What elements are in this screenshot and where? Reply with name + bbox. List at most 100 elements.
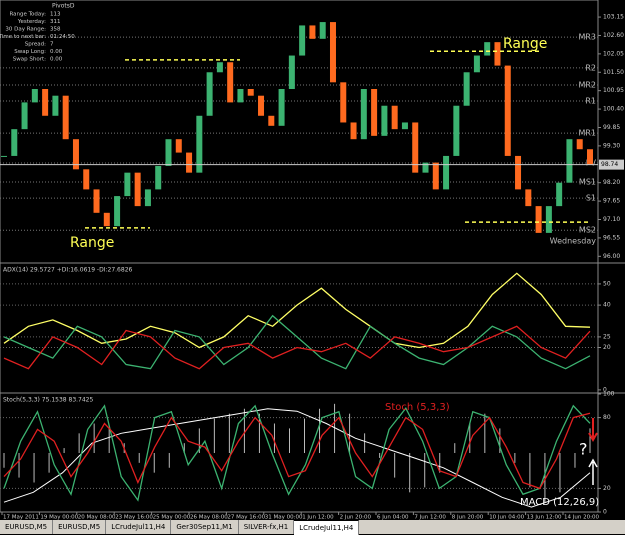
stoch-line (3, 404, 591, 502)
x-tick-label: 10 Jun 04:00 (489, 515, 524, 521)
candle (381, 105, 388, 136)
range-label: Range (70, 235, 114, 251)
info-key: Spread: (25, 42, 46, 48)
x-tick-label: 27 May 16:00 (227, 515, 265, 521)
info-value: 0.00 (50, 57, 63, 63)
info-value: 311 (50, 19, 61, 25)
chart-tab[interactable]: LCrudeJul11,H4 (106, 520, 172, 534)
x-tick-label: 26 May 08:00 (190, 515, 228, 521)
question-mark: ? (579, 440, 588, 459)
candle (1, 155, 7, 157)
x-tick-label: 13 Jun 12:00 (527, 515, 562, 521)
y-tick-label: 80 (603, 414, 611, 421)
candle (165, 139, 172, 166)
pivot-label: MS1 (579, 178, 596, 187)
current-price-label: 98.74 (601, 161, 618, 168)
candle (556, 182, 563, 207)
candle (473, 55, 480, 73)
candle (319, 22, 326, 39)
candle (247, 89, 254, 96)
info-value: 358 (50, 27, 61, 33)
y-tick-label: 25 (603, 333, 611, 340)
info-value: 0.00 (50, 49, 63, 55)
x-tick-label: 17 May 2011 (3, 515, 39, 521)
candle (484, 42, 491, 56)
x-tick-label: 25 May 00:00 (153, 515, 191, 521)
pivot-label: MR2 (578, 80, 596, 89)
candle (196, 115, 203, 173)
chart-tab[interactable]: EURUSD,M5 (0, 520, 54, 534)
candle (494, 42, 501, 66)
candle (52, 95, 59, 116)
candle (72, 139, 79, 170)
tab-bar: EURUSD,M5 EURUSD,M5 LCrudeJul11,H4 Ger30Sep… (0, 520, 625, 535)
candle (463, 72, 470, 106)
candle (391, 105, 398, 130)
pivot-label: R1 (585, 97, 596, 106)
candle (114, 196, 121, 227)
x-tick-label: 2 Jun 20:00 (340, 515, 372, 521)
info-key: Time to next bar: (0, 34, 46, 40)
info-value: 01:24:50 (50, 34, 75, 40)
y-tick-label: 101.50 (603, 69, 624, 76)
y-tick-label: 0 (603, 386, 607, 393)
candle (103, 212, 110, 227)
candle (432, 162, 439, 190)
chart-tab[interactable]: SILVER-fx,H1 (239, 520, 295, 534)
y-tick-label: 97.65 (603, 198, 620, 205)
candle (175, 139, 182, 153)
candle (535, 206, 542, 233)
y-tick-label: 97.10 (603, 216, 620, 223)
info-key: Range Today: (9, 12, 46, 18)
pivot-label: R2 (585, 63, 596, 72)
y-tick-label: 40 (603, 302, 611, 309)
info-key: Swap Long: (14, 49, 46, 55)
candle (371, 89, 378, 136)
y-tick-label: 99.85 (603, 124, 620, 131)
y-tick-label: 100 (603, 391, 615, 398)
y-tick-label: 96.00 (603, 253, 620, 260)
indicator-line (3, 272, 591, 349)
y-tick-label: 103.15 (603, 14, 624, 21)
candle (93, 189, 100, 213)
candle (31, 89, 38, 103)
y-tick-label: 99.30 (603, 142, 620, 149)
candle (288, 55, 295, 90)
y-tick-label: 20 (603, 344, 611, 351)
day-label: Wednesday (550, 237, 597, 246)
y-tick-label: 102.60 (603, 32, 624, 39)
pane-header: ADX(14) 29.5727 +DI:16.0619 -DI:27.6826 (3, 267, 133, 274)
candle (216, 62, 223, 73)
candle (21, 102, 28, 130)
chart-tab[interactable]: Ger30Sep11,M1 (171, 520, 239, 534)
candle (576, 139, 583, 150)
candle (258, 95, 265, 116)
candle (309, 25, 316, 39)
info-key: 30 Day Range: (5, 27, 46, 33)
pivot-label: S1 (586, 194, 596, 203)
x-tick-label: 7 Jun 12:00 (414, 515, 446, 521)
candle (525, 189, 532, 207)
candle (134, 172, 141, 207)
y-tick-label: 0 (603, 509, 607, 516)
chart-tab[interactable]: EURUSD,M5 (53, 520, 107, 534)
x-tick-label: 6 Jun 04:00 (377, 515, 409, 521)
pivot-label: MS2 (579, 226, 596, 235)
candle (350, 122, 357, 140)
x-tick-label: 14 Jun 20:00 (564, 515, 599, 521)
y-tick-label: 100.40 (603, 106, 624, 113)
y-tick-label: 96.55 (603, 234, 620, 241)
candle (227, 62, 234, 103)
candle (206, 72, 213, 116)
x-tick-label: 19 May 00:00 (40, 515, 78, 521)
chart-tab[interactable]: LCrudeJul11,H4 (294, 520, 360, 535)
up-arrow (588, 458, 598, 485)
candle (422, 162, 429, 173)
candle (299, 25, 306, 56)
info-key: Yesterday: (17, 19, 46, 25)
x-tick-label: 1 Jun 12:00 (302, 515, 334, 521)
down-arrow (588, 418, 598, 443)
x-tick-label: 8 Jun 20:00 (452, 515, 484, 521)
candle (186, 152, 193, 173)
candle (515, 155, 522, 190)
